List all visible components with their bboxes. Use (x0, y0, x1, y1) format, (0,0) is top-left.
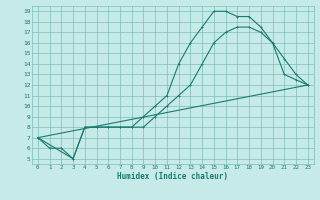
X-axis label: Humidex (Indice chaleur): Humidex (Indice chaleur) (117, 172, 228, 181)
